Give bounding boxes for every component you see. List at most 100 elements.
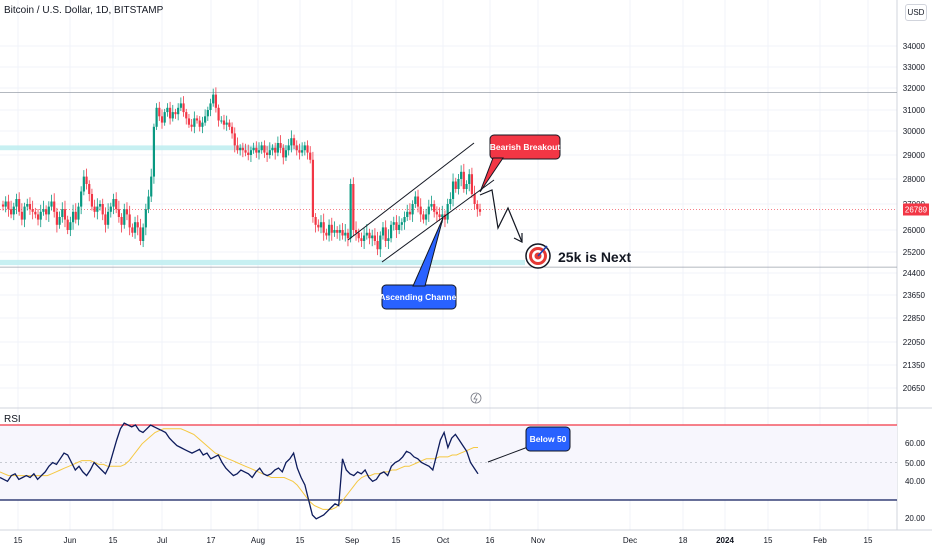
candle-body — [476, 204, 479, 210]
candle-body — [158, 107, 161, 117]
candle-body — [42, 209, 45, 212]
candle-body — [117, 209, 120, 217]
candle-body — [47, 206, 50, 215]
price-axis-label: 30000 — [903, 127, 926, 136]
candle-body — [177, 107, 180, 115]
candle-body — [384, 227, 387, 241]
candle-body — [222, 120, 226, 125]
candle-body — [53, 201, 56, 212]
candle-body — [292, 138, 296, 146]
candle-body — [63, 209, 67, 220]
candle-body — [371, 235, 374, 239]
candle-body — [7, 201, 10, 210]
candle-body — [160, 116, 164, 123]
candle-body — [182, 103, 185, 113]
price-axis-label: 20650 — [903, 384, 926, 393]
candle-body — [392, 222, 395, 225]
price-axis-label: 31000 — [903, 106, 926, 115]
candle-body — [18, 199, 21, 212]
projection-path — [479, 189, 523, 243]
candle-body — [298, 150, 301, 153]
target-arrow — [537, 245, 548, 257]
candle-body — [233, 133, 236, 146]
candle-body — [195, 118, 199, 121]
candle-body — [139, 227, 142, 241]
candle-body — [77, 206, 80, 220]
rsi-indicator-label[interactable]: RSI — [4, 414, 21, 425]
last-price-value: 26789 — [905, 205, 928, 214]
candle-body — [136, 222, 139, 228]
candle-body — [341, 230, 344, 236]
candle-body — [451, 181, 455, 199]
price-axis-label: 22050 — [903, 338, 926, 347]
bearish-breakout-pointer — [479, 157, 504, 193]
candle-body — [244, 150, 247, 153]
candle-body — [155, 107, 158, 127]
time-axis-label: 15 — [864, 536, 873, 545]
candle-body — [71, 211, 75, 223]
candle-body — [295, 145, 298, 151]
currency-button[interactable]: USD — [905, 4, 927, 21]
candle-body — [287, 145, 290, 151]
support-zone — [0, 259, 525, 266]
time-axis-label: 15 — [392, 536, 401, 545]
candle-body — [319, 222, 323, 228]
rsi-axis-label: 60.00 — [905, 439, 926, 448]
time-axis-label: 15 — [109, 536, 118, 545]
symbol-title[interactable]: Bitcoin / U.S. Dollar, 1D, BITSTAMP — [4, 5, 164, 16]
candle-body — [163, 112, 166, 123]
candle-body — [395, 222, 398, 230]
candle-body — [150, 176, 153, 197]
candle-body — [360, 238, 363, 241]
candle-body — [236, 145, 239, 151]
candle-body — [460, 171, 463, 179]
candle-body — [50, 201, 53, 207]
time-axis-label: 16 — [486, 536, 495, 545]
candle-body — [408, 211, 412, 215]
candle-body — [36, 214, 40, 220]
candle-body — [120, 217, 123, 225]
rsi-axis-label: 50.00 — [905, 459, 926, 468]
candle-body — [389, 224, 393, 239]
candle-body — [209, 103, 212, 110]
candle-body — [96, 206, 99, 212]
candle-body — [55, 211, 58, 225]
time-axis-label: 18 — [679, 536, 688, 545]
channel-upper-line — [347, 142, 475, 241]
candle-body — [225, 122, 228, 125]
candle-body — [45, 209, 48, 215]
candle-body — [327, 224, 331, 236]
candle-body — [430, 204, 433, 207]
candle-body — [4, 201, 7, 207]
candle-body — [263, 145, 266, 153]
candle-body — [166, 107, 169, 113]
candle-body — [212, 94, 215, 104]
time-axis-label: Feb — [813, 536, 827, 545]
candle-body — [422, 214, 425, 220]
candle-body — [349, 184, 352, 239]
candle-body — [290, 138, 293, 146]
candle-body — [433, 204, 436, 212]
candle-body — [123, 209, 126, 225]
rsi-note-callout — [525, 426, 571, 452]
candle-body — [174, 112, 177, 115]
price-axis-label: 26000 — [903, 226, 926, 235]
candle-body — [23, 206, 26, 220]
price-axis-label: 34000 — [903, 42, 926, 51]
candle-body — [462, 171, 465, 189]
candle-body — [317, 224, 320, 228]
candle-body — [247, 152, 250, 155]
candle-body — [398, 224, 401, 230]
candle-body — [266, 152, 269, 155]
rsi-axis-label: 20.00 — [905, 514, 926, 523]
candle-body — [74, 211, 77, 220]
candle-body — [109, 206, 112, 212]
time-axis-label: 15 — [296, 536, 305, 545]
candle-body — [20, 211, 23, 220]
candle-body — [449, 199, 452, 204]
candle-body — [34, 211, 37, 215]
candle-body — [354, 230, 358, 233]
price-axis-label: 22850 — [903, 314, 926, 323]
